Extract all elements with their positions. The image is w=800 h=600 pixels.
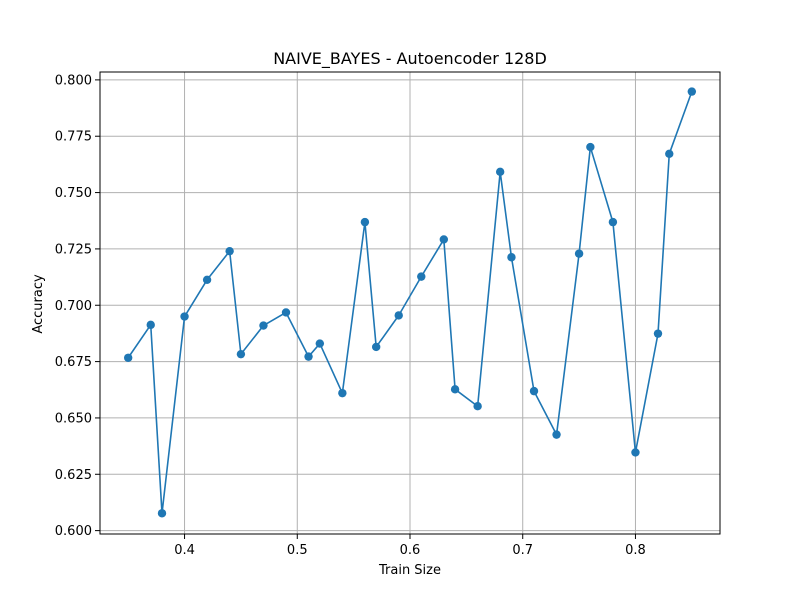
- x-tick-label: 0.5: [287, 543, 308, 558]
- y-tick-label: 0.725: [55, 242, 92, 257]
- data-point: [225, 246, 234, 256]
- data-point: [439, 235, 449, 244]
- data-point: [586, 142, 595, 152]
- y-tick-label: 0.625: [55, 468, 92, 483]
- data-point: [180, 312, 189, 321]
- data-point: [394, 311, 403, 320]
- series-line: [127, 91, 693, 515]
- x-tick-label: 0.7: [512, 543, 533, 558]
- data-point: [687, 87, 697, 96]
- y-tick-label: 0.750: [55, 186, 92, 201]
- data-point: [417, 272, 426, 281]
- data-point: [665, 149, 674, 159]
- x-tick-label: 0.6: [400, 543, 421, 558]
- chart-title: NAIVE_BAYES - Autoencoder 128D: [273, 49, 547, 69]
- y-tick-label: 0.600: [55, 524, 92, 539]
- data-point: [281, 308, 291, 317]
- data-point: [123, 353, 133, 362]
- x-axis: 0.4 0.5 0.6 0.7 0.8: [174, 534, 646, 558]
- data-point: [552, 430, 561, 439]
- data-point: [450, 385, 460, 394]
- data-point: [495, 167, 505, 177]
- data-point: [473, 402, 482, 411]
- x-axis-label: Train Size: [378, 563, 441, 578]
- data-point: [371, 342, 381, 352]
- data-point: [507, 253, 516, 262]
- grid: [100, 72, 720, 534]
- data-point: [360, 217, 370, 227]
- data-point: [304, 352, 313, 361]
- y-tick-label: 0.775: [55, 130, 92, 145]
- x-tick-label: 0.8: [625, 543, 646, 558]
- y-axis-label: Accuracy: [31, 274, 46, 334]
- y-tick-label: 0.650: [55, 411, 92, 426]
- y-tick-label: 0.700: [55, 299, 92, 314]
- y-axis: 0.600 0.625 0.650 0.675 0.700 0.725 0.750 0.775…: [55, 73, 100, 539]
- x-tick-label: 0.4: [174, 543, 195, 558]
- series-layer: [123, 87, 697, 518]
- data-point: [146, 320, 155, 330]
- data-point: [259, 321, 268, 330]
- data-point: [608, 217, 618, 227]
- data-point: [202, 275, 212, 284]
- data-point: [631, 448, 640, 457]
- data-point: [315, 339, 325, 348]
- y-tick-label: 0.800: [55, 73, 92, 88]
- y-tick-label: 0.675: [55, 355, 92, 370]
- data-point: [338, 388, 347, 398]
- data-point: [529, 386, 539, 396]
- data-point: [574, 249, 584, 258]
- data-point: [236, 349, 246, 359]
- data-point: [157, 509, 167, 518]
- data-point: [653, 329, 663, 338]
